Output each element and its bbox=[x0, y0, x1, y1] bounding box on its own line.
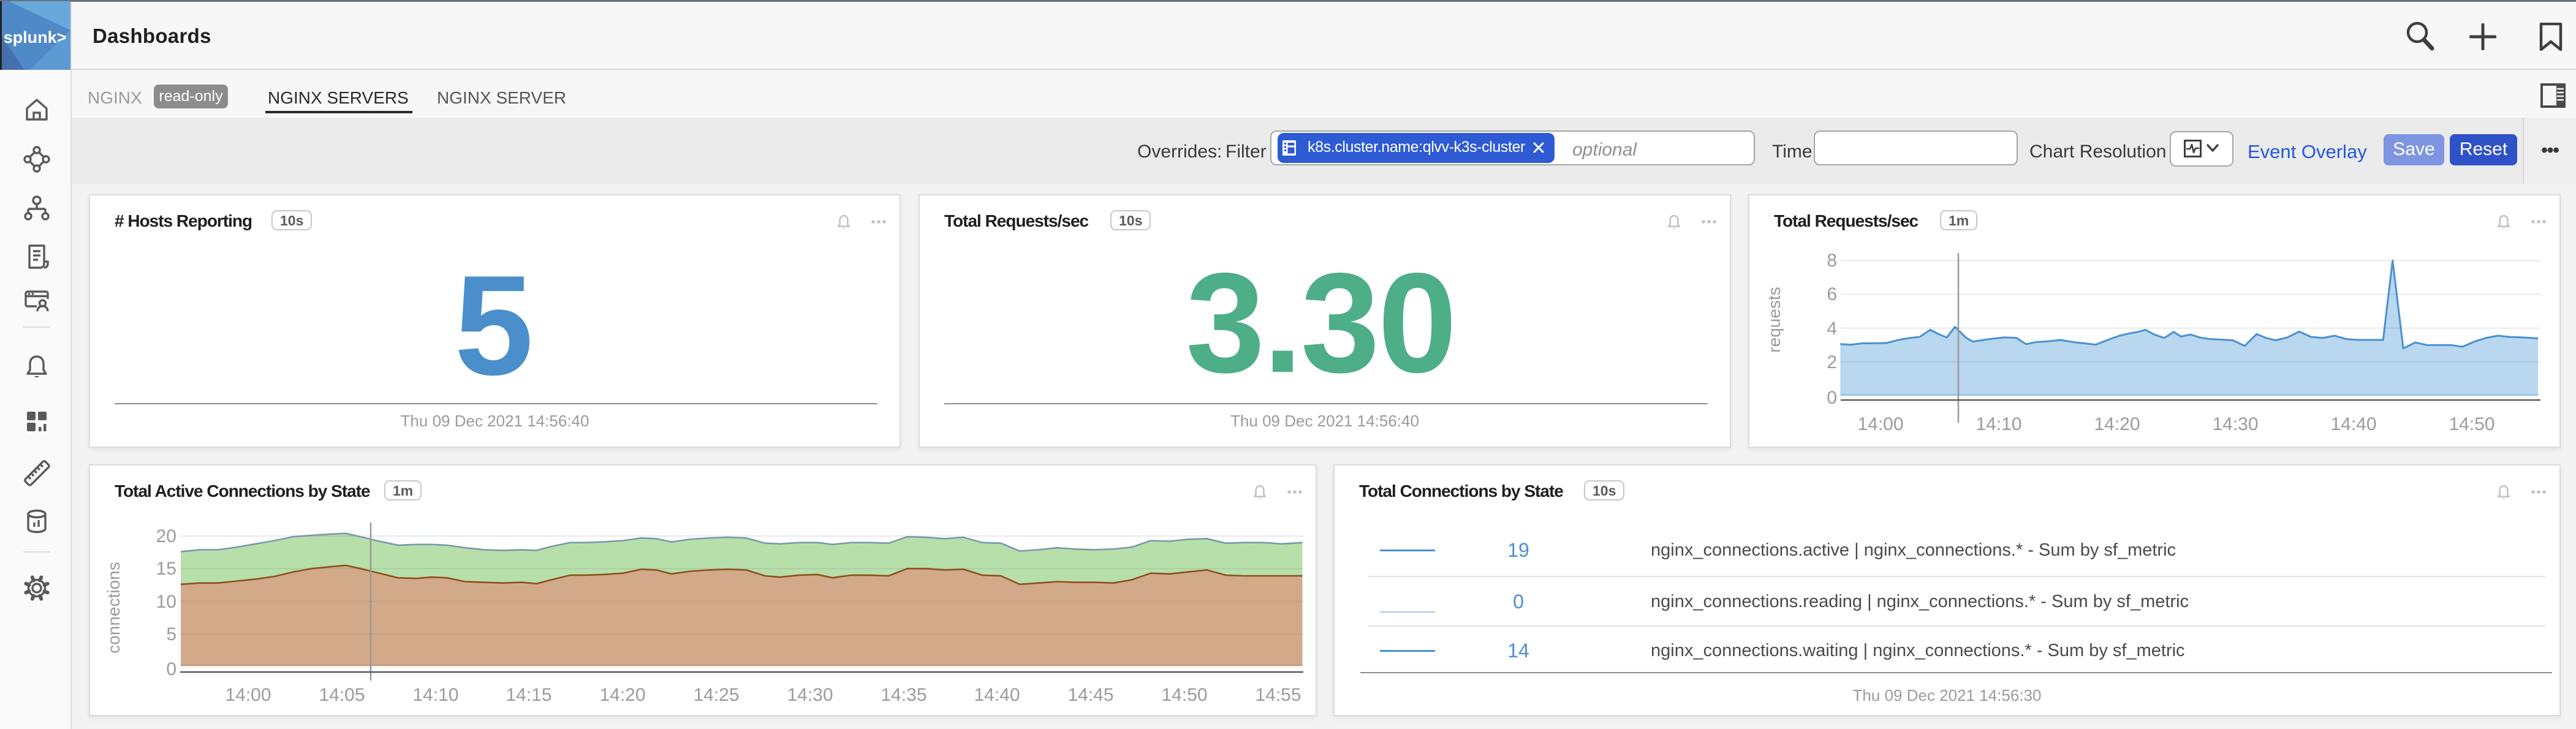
svg-text:0: 0 bbox=[166, 659, 176, 679]
svg-text:splunk>: splunk> bbox=[4, 28, 67, 47]
svg-text:5: 5 bbox=[166, 624, 176, 644]
svg-text:14:15: 14:15 bbox=[506, 685, 551, 705]
svg-text:connections: connections bbox=[104, 562, 123, 653]
svg-text:requests: requests bbox=[1765, 287, 1784, 352]
svg-text:14:05: 14:05 bbox=[319, 685, 365, 705]
svg-text:14:50: 14:50 bbox=[1161, 685, 1207, 705]
svg-text:14:55: 14:55 bbox=[1255, 685, 1301, 705]
svg-text:14:35: 14:35 bbox=[881, 685, 926, 705]
svg-text:10: 10 bbox=[156, 592, 176, 612]
svg-text:4: 4 bbox=[1827, 319, 1837, 339]
svg-text:14:20: 14:20 bbox=[2094, 414, 2140, 434]
svg-text:14:20: 14:20 bbox=[599, 685, 645, 705]
svg-text:14:40: 14:40 bbox=[974, 685, 1020, 705]
svg-text:14:10: 14:10 bbox=[412, 685, 458, 705]
svg-text:2: 2 bbox=[1827, 352, 1837, 372]
svg-text:14:30: 14:30 bbox=[787, 685, 833, 705]
svg-text:0: 0 bbox=[1827, 388, 1837, 408]
svg-text:14:40: 14:40 bbox=[2330, 414, 2376, 434]
svg-text:20: 20 bbox=[156, 526, 176, 546]
svg-text:14:30: 14:30 bbox=[2212, 414, 2258, 434]
svg-text:14:25: 14:25 bbox=[693, 685, 739, 705]
svg-text:15: 15 bbox=[156, 559, 176, 579]
svg-text:14:10: 14:10 bbox=[1976, 414, 2021, 434]
svg-text:8: 8 bbox=[1827, 251, 1837, 271]
svg-text:6: 6 bbox=[1827, 284, 1837, 304]
svg-text:14:50: 14:50 bbox=[2449, 414, 2495, 434]
svg-text:14:45: 14:45 bbox=[1067, 685, 1113, 705]
svg-text:14:00: 14:00 bbox=[1857, 414, 1903, 434]
svg-text:14:00: 14:00 bbox=[225, 685, 271, 705]
